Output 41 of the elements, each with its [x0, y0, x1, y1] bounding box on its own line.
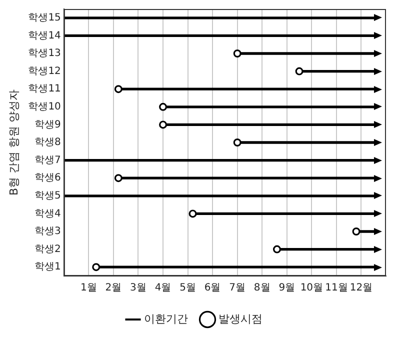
x-tick-label: 4월 [154, 282, 172, 294]
point [272, 245, 281, 254]
y-tick-label: 학생5 [34, 190, 61, 202]
x-tick-label: 7월 [229, 282, 246, 294]
point [188, 210, 197, 218]
y-axis-title: B형 간염 항원 양성자 [7, 89, 20, 196]
point [233, 138, 242, 146]
y-tick-label: 학생2 [34, 244, 61, 255]
y-tick-label: 학생10 [28, 101, 61, 112]
y-tick-label: 학생9 [34, 119, 61, 130]
x-tick-label: 11월 [325, 282, 348, 294]
y-tick-label: 학생13 [28, 48, 61, 60]
legend-label: 이환기간 [144, 312, 188, 326]
legend-label: 발생시점 [218, 312, 262, 326]
point [352, 228, 360, 236]
x-tick-label: 9월 [278, 282, 296, 294]
point [295, 67, 304, 76]
y-tick-label: 학생4 [34, 208, 61, 220]
x-tick-label: 8월 [254, 282, 270, 294]
y-tick-label: 학생12 [28, 66, 61, 77]
x-tick-label: 1월 [80, 282, 97, 294]
y-tick-label: 학생6 [34, 172, 61, 184]
x-tick-label: 6월 [204, 282, 221, 294]
point [114, 174, 122, 182]
y-tick-label: 학생15 [28, 12, 61, 24]
y-tick-label: 학생7 [34, 154, 61, 166]
y-tick-label: 학생11 [28, 84, 61, 95]
y-tick-label: 학생3 [34, 226, 61, 238]
y-tick-label: 학생14 [28, 30, 61, 42]
point [233, 50, 242, 58]
point [114, 85, 122, 94]
x-tick-label: 12월 [350, 282, 373, 294]
x-tick-label: 3월 [130, 282, 146, 294]
point [159, 120, 168, 129]
point [92, 263, 100, 272]
x-tick-label: 5월 [180, 282, 196, 294]
x-tick-label: 2월 [105, 282, 122, 294]
point [159, 102, 168, 111]
y-tick-label: 학생1 [34, 262, 61, 273]
y-tick-label: 학생8 [34, 137, 61, 148]
x-tick-label: 10월 [300, 282, 324, 294]
